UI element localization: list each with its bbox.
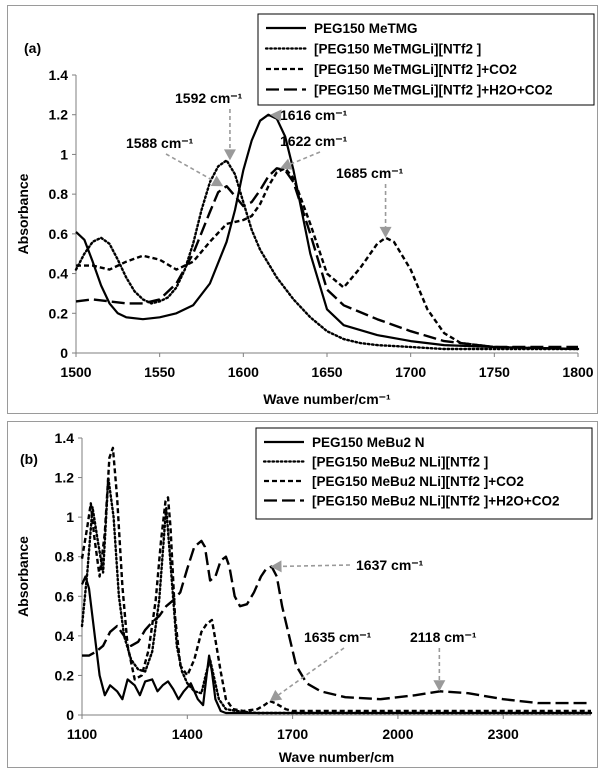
chart-b-svg: 0 0.2 0.4 0.6 0.8 1 1.2 1.4 1100 1400 1700 2000 2300… bbox=[15, 427, 593, 765]
y-tick-label: 0.2 bbox=[55, 667, 75, 683]
annotation-label: 1637 cm⁻¹ bbox=[356, 557, 424, 573]
series-line-1 bbox=[75, 113, 579, 351]
x-tick-label: 1550 bbox=[144, 364, 175, 380]
x-tick-label: 1700 bbox=[395, 364, 426, 380]
legend-label-4: [PEG150 MeTMGLi][NTf2 ]+H2O+CO2 bbox=[314, 83, 553, 98]
annotation-label: 1622 cm⁻¹ bbox=[280, 133, 348, 149]
legend-label-2: [PEG150 MeBu2 NLi][NTf2 ] bbox=[312, 455, 488, 470]
series-line-3 bbox=[76, 167, 579, 351]
y-tick-label: 0.8 bbox=[49, 186, 69, 202]
x-tick-label: 1100 bbox=[67, 726, 98, 742]
series-line-4 bbox=[75, 167, 578, 349]
x-tick-label: 1500 bbox=[60, 364, 91, 380]
x-tick-label: 1750 bbox=[479, 364, 510, 380]
annotation-arrow-line bbox=[278, 647, 345, 696]
y-tick-label: 0.6 bbox=[55, 588, 75, 604]
legend-label-1: PEG150 MeBu2 N bbox=[312, 435, 425, 450]
annotation-arrow-head bbox=[210, 175, 224, 187]
annotation-arrow-head bbox=[269, 689, 283, 702]
legend-box bbox=[257, 13, 595, 106]
annotation-label: 1616 cm⁻¹ bbox=[280, 107, 348, 123]
annotation-arrow-head bbox=[379, 226, 392, 238]
x-axis-title: Wave number/cm⁻¹ bbox=[263, 391, 391, 407]
annotation-arrow-line bbox=[290, 151, 321, 165]
x-tick-label: 1400 bbox=[172, 726, 203, 742]
annotation-arrow-head bbox=[223, 149, 236, 161]
chart-panel-b: 0 0.2 0.4 0.6 0.8 1 1.2 1.4 1100 1400 1700 2000 2300… bbox=[7, 421, 598, 768]
y-tick-label: 0.2 bbox=[49, 305, 69, 321]
series-line-3 bbox=[80, 446, 591, 713]
annotation-arrow-head bbox=[280, 158, 293, 170]
annotation-arrow-head bbox=[270, 560, 282, 573]
x-tick-label: 2000 bbox=[382, 726, 413, 742]
y-tick-label: 0.6 bbox=[49, 226, 69, 242]
y-tick-label: 1 bbox=[60, 146, 68, 162]
x-tick-label: 1800 bbox=[562, 364, 593, 380]
y-tick-label: 0.4 bbox=[49, 266, 69, 282]
legend-label-1: PEG150 MeTMG bbox=[314, 21, 418, 36]
legend-label-2: [PEG150 MeTMGLi][NTf2 ] bbox=[314, 42, 481, 57]
annotation-label: 1592 cm⁻¹ bbox=[175, 90, 243, 106]
series-line-4 bbox=[82, 539, 591, 705]
y-tick-label: 0.4 bbox=[55, 628, 75, 644]
x-tick-label: 1600 bbox=[228, 364, 259, 380]
legend-label-3: [PEG150 MeBu2 NLi][NTf2 ]+CO2 bbox=[312, 474, 524, 489]
y-tick-label: 0 bbox=[60, 345, 68, 361]
y-axis-title: Absorbance bbox=[15, 536, 31, 617]
panel-label: (a) bbox=[24, 40, 41, 56]
x-tick-label: 1700 bbox=[277, 726, 308, 742]
series-line-2 bbox=[74, 159, 580, 351]
legend-label-4: [PEG150 MeBu2 NLi][NTf2 ]+H2O+CO2 bbox=[312, 494, 560, 509]
y-tick-label: 0 bbox=[66, 707, 74, 723]
x-tick-label: 2300 bbox=[488, 726, 519, 742]
y-tick-label: 1.4 bbox=[55, 430, 75, 446]
annotation-arrow-head bbox=[270, 109, 282, 122]
annotation-arrow-line bbox=[281, 564, 351, 568]
y-tick-label: 1.2 bbox=[49, 107, 69, 123]
series-line-2 bbox=[80, 476, 593, 715]
y-tick-label: 1.4 bbox=[49, 67, 69, 83]
series-line-1 bbox=[80, 575, 591, 715]
annotation-label: 2118 cm⁻¹ bbox=[410, 629, 477, 645]
x-axis-title: Wave number/cm bbox=[279, 749, 394, 765]
legend-box bbox=[255, 427, 593, 520]
chart-a-svg: 0 0.2 0.4 0.6 0.8 1 1.2 1.4 1500 1550 1600 1650 1700… bbox=[15, 13, 595, 407]
y-axis-title: Absorbance bbox=[15, 173, 31, 254]
panel-label: (b) bbox=[20, 451, 38, 467]
chart-panel-a: 0 0.2 0.4 0.6 0.8 1 1.2 1.4 1500 1550 1600 1650 1700… bbox=[7, 5, 598, 414]
annotation-arrow-head bbox=[433, 680, 446, 692]
annotation-arrow-line bbox=[165, 153, 215, 182]
annotation-label: 1685 cm⁻¹ bbox=[336, 165, 404, 181]
y-tick-label: 0.8 bbox=[55, 549, 75, 565]
legend-label-3: [PEG150 MeTMGLi][NTf2 ]+CO2 bbox=[314, 62, 517, 77]
x-tick-label: 1650 bbox=[311, 364, 342, 380]
y-tick-label: 1.2 bbox=[55, 470, 75, 486]
annotation-label: 1635 cm⁻¹ bbox=[304, 629, 372, 645]
annotation-label: 1588 cm⁻¹ bbox=[126, 135, 194, 151]
y-tick-label: 1 bbox=[66, 509, 74, 525]
